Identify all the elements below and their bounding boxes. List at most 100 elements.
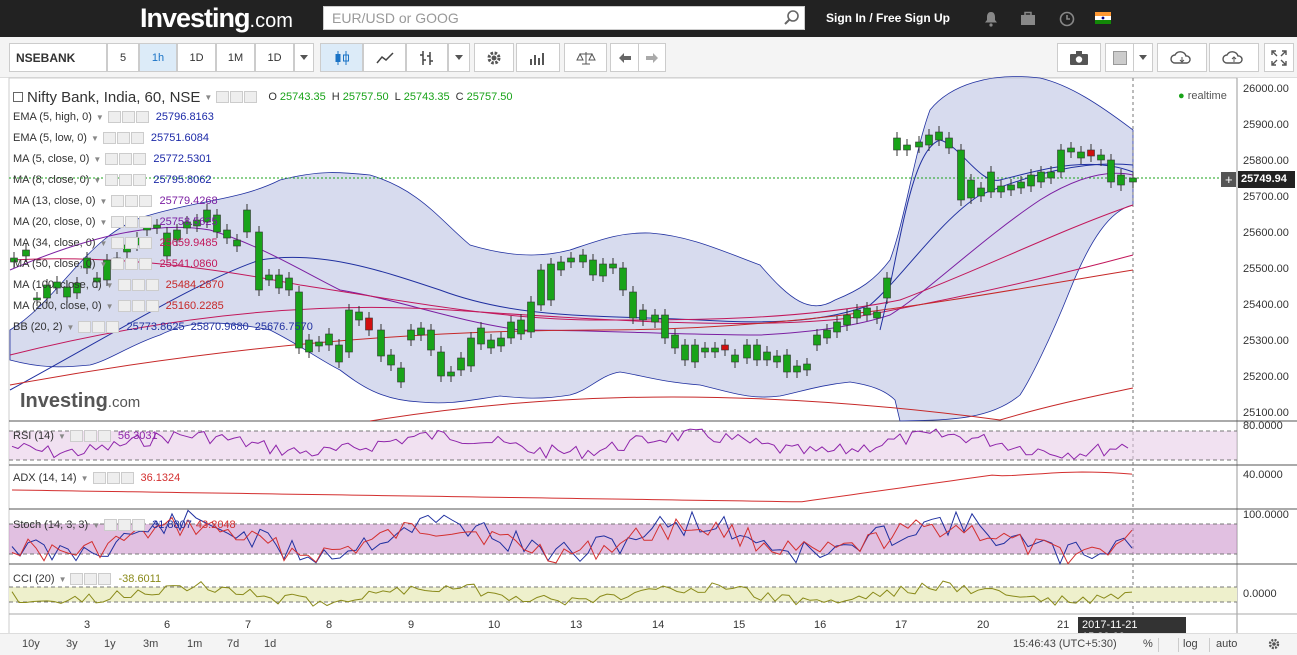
bb-legend[interactable]: BB (20, 2) ▼ 25773.8625 25870.9680 25676…: [13, 320, 313, 334]
visibility-mini-icon[interactable]: [92, 321, 106, 333]
symbol-input[interactable]: NSEBANK: [9, 43, 107, 72]
chevron-down-icon[interactable]: ▼: [105, 301, 114, 311]
search-icon[interactable]: [783, 9, 801, 27]
close-mini-icon[interactable]: [132, 519, 146, 531]
settings-mini-icon[interactable]: [78, 321, 92, 333]
chart-type-dropdown[interactable]: [448, 43, 470, 72]
compare-button[interactable]: [564, 43, 607, 72]
settings-mini-icon[interactable]: [102, 132, 116, 144]
visibility-mini-icon[interactable]: [106, 472, 120, 484]
close-mini-icon[interactable]: [98, 573, 112, 585]
close-mini-icon[interactable]: [106, 321, 120, 333]
cloud-save-button[interactable]: [1209, 43, 1259, 72]
search-input[interactable]: EUR/USD or GOOG: [323, 6, 805, 30]
rsi-legend[interactable]: RSI (14) ▼ 56.3031: [13, 430, 158, 442]
indicator-legend-0[interactable]: EMA (5, high, 0) ▼ 25796.8163: [13, 110, 214, 124]
settings-button[interactable]: [474, 43, 514, 72]
india-flag-icon[interactable]: [1095, 12, 1111, 24]
close-mini-icon[interactable]: [145, 300, 159, 312]
interval-1d[interactable]: 1D: [177, 43, 216, 72]
settings-mini-icon[interactable]: [92, 472, 106, 484]
chevron-down-icon[interactable]: ▼: [99, 259, 108, 269]
range-button-7d[interactable]: 7d: [227, 638, 240, 650]
visibility-mini-icon[interactable]: [116, 132, 130, 144]
settings-mini-icon[interactable]: [107, 111, 121, 123]
chevron-down-icon[interactable]: ▼: [66, 322, 75, 332]
indicator-legend-1[interactable]: EMA (5, low, 0) ▼ 25751.6084: [13, 131, 209, 145]
gear-icon[interactable]: [1267, 637, 1281, 651]
undo-button[interactable]: [610, 43, 638, 72]
visibility-mini-icon[interactable]: [125, 195, 139, 207]
redo-button[interactable]: [638, 43, 666, 72]
main-series-legend[interactable]: Nifty Bank, India, 60, NSE ▼ O 25743.35 …: [13, 89, 513, 106]
settings-mini-icon[interactable]: [111, 258, 125, 270]
close-mini-icon[interactable]: [145, 279, 159, 291]
chevron-down-icon[interactable]: ▼: [95, 112, 104, 122]
visibility-mini-icon[interactable]: [125, 258, 139, 270]
bars-button[interactable]: [406, 43, 448, 72]
close-mini-icon[interactable]: [244, 91, 258, 103]
interval-1d-custom[interactable]: 1D: [255, 43, 294, 72]
settings-mini-icon[interactable]: [216, 91, 230, 103]
settings-mini-icon[interactable]: [105, 153, 119, 165]
settings-mini-icon[interactable]: [70, 573, 84, 585]
interval-5[interactable]: 5: [107, 43, 139, 72]
visibility-mini-icon[interactable]: [83, 430, 97, 442]
settings-mini-icon[interactable]: [69, 430, 83, 442]
visibility-mini-icon[interactable]: [125, 216, 139, 228]
indicator-legend-5[interactable]: MA (20, close, 0) ▼ 25758.5625: [13, 215, 218, 229]
range-button-1y[interactable]: 1y: [104, 638, 116, 650]
chevron-down-icon[interactable]: ▼: [105, 280, 114, 290]
range-button-1d[interactable]: 1d: [264, 638, 277, 650]
settings-mini-icon[interactable]: [111, 237, 125, 249]
indicator-legend-8[interactable]: MA (100, close, 0) ▼ 25484.2870: [13, 278, 224, 292]
close-mini-icon[interactable]: [135, 111, 149, 123]
add-alert-button[interactable]: [1221, 172, 1236, 187]
settings-mini-icon[interactable]: [111, 195, 125, 207]
visibility-mini-icon[interactable]: [125, 237, 139, 249]
close-mini-icon[interactable]: [133, 153, 147, 165]
line-chart-button[interactable]: [363, 43, 406, 72]
settings-mini-icon[interactable]: [105, 174, 119, 186]
visibility-mini-icon[interactable]: [131, 300, 145, 312]
indicator-legend-7[interactable]: MA (50, close, 0) ▼ 25541.0860: [13, 257, 218, 271]
cloud-load-button[interactable]: [1157, 43, 1207, 72]
chevron-down-icon[interactable]: ▼: [58, 574, 67, 584]
indicator-legend-4[interactable]: MA (13, close, 0) ▼ 25779.4268: [13, 194, 218, 208]
chevron-down-icon[interactable]: ▼: [92, 520, 101, 530]
close-mini-icon[interactable]: [97, 430, 111, 442]
bell-icon[interactable]: [982, 10, 1000, 28]
close-mini-icon[interactable]: [139, 237, 153, 249]
indicator-legend-6[interactable]: MA (34, close, 0) ▼ 25659.9485: [13, 236, 218, 250]
screenshot-button[interactable]: [1057, 43, 1101, 72]
range-button-1m[interactable]: 1m: [187, 638, 203, 650]
settings-mini-icon[interactable]: [111, 216, 125, 228]
settings-mini-icon[interactable]: [117, 300, 131, 312]
settings-mini-icon[interactable]: [104, 519, 118, 531]
stoch-legend[interactable]: Stoch (14, 3, 3) ▼ 31.8807 43.2048: [13, 519, 236, 531]
visibility-mini-icon[interactable]: [230, 91, 244, 103]
collapse-icon[interactable]: [13, 92, 23, 102]
auto-toggle[interactable]: auto: [1216, 638, 1238, 650]
indicators-button[interactable]: [516, 43, 560, 72]
visibility-mini-icon[interactable]: [121, 111, 135, 123]
range-button-3m[interactable]: 3m: [143, 638, 159, 650]
color-dropdown[interactable]: [1133, 43, 1153, 72]
fullscreen-button[interactable]: [1264, 43, 1294, 72]
candles-button[interactable]: [320, 43, 363, 72]
chevron-down-icon[interactable]: ▼: [99, 238, 108, 248]
indicator-legend-2[interactable]: MA (5, close, 0) ▼ 25772.5301: [13, 152, 211, 166]
visibility-mini-icon[interactable]: [84, 573, 98, 585]
range-button-10y[interactable]: 10y: [22, 638, 40, 650]
chevron-down-icon[interactable]: ▼: [93, 175, 102, 185]
close-mini-icon[interactable]: [130, 132, 144, 144]
portfolio-icon[interactable]: [1019, 10, 1037, 28]
settings-mini-icon[interactable]: [117, 279, 131, 291]
interval-1m[interactable]: 1M: [216, 43, 255, 72]
chevron-down-icon[interactable]: ▼: [57, 431, 66, 441]
visibility-mini-icon[interactable]: [119, 153, 133, 165]
indicator-legend-3[interactable]: MA (8, close, 0) ▼ 25795.8062: [13, 173, 211, 187]
interval-dropdown[interactable]: [294, 43, 314, 72]
close-mini-icon[interactable]: [139, 258, 153, 270]
